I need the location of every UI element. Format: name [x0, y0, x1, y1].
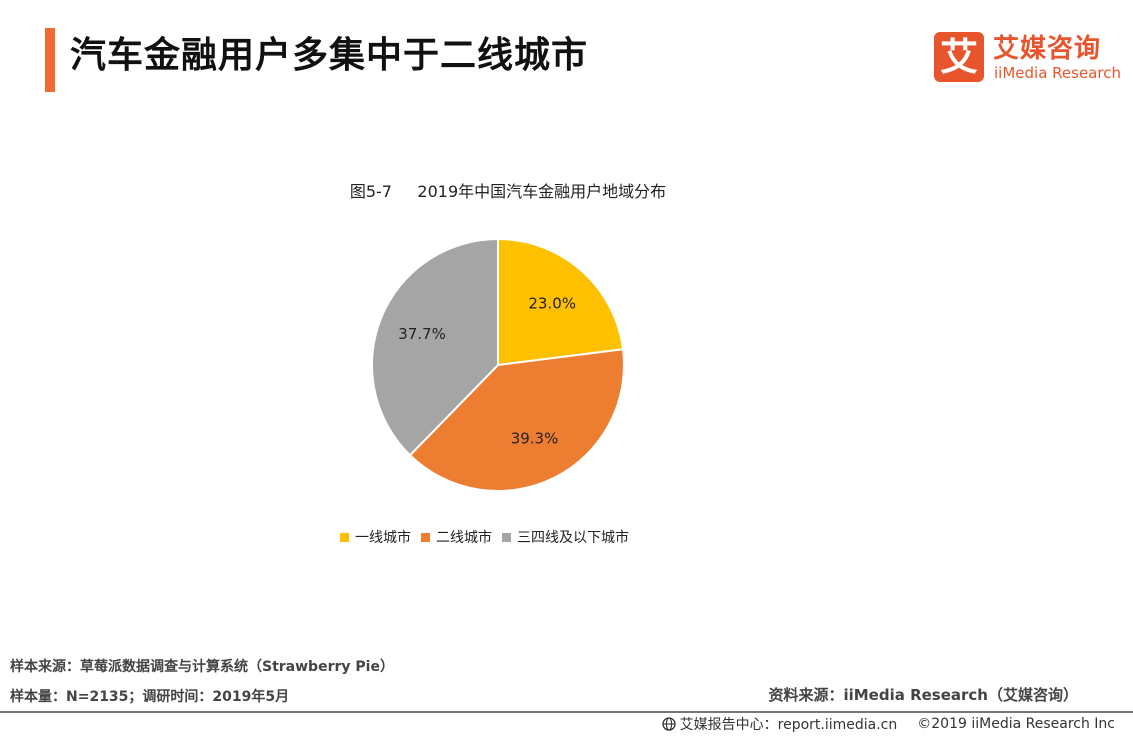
logo-name-cn: 艾媒咨询 — [993, 34, 1102, 64]
title-accent-bar — [45, 28, 55, 92]
legend-item-1: 一线城市 — [340, 527, 411, 547]
globe-icon — [661, 717, 676, 731]
copyright: ©2019 iiMedia Research Inc — [917, 716, 1115, 732]
sample-size: 样本量：N=2135；调研时间：2019年5月 — [10, 689, 290, 705]
footer-divider — [0, 711, 1133, 713]
logo-glyph: 艾 — [934, 32, 984, 82]
page-title: 汽车金融用户多集中于二线城市 — [70, 35, 589, 76]
pie-slice-3 — [371, 237, 499, 457]
pie-label-3: 37.7% — [398, 325, 446, 343]
pie-slice-1 — [497, 237, 625, 367]
data-source: 资料来源：iiMedia Research（艾媒咨询） — [768, 686, 1078, 704]
legend-label-1: 一线城市 — [355, 530, 411, 546]
legend-label-3: 三四线及以下城市 — [517, 530, 629, 546]
chart-legend: 一线城市 二线城市 三四线及以下城市 — [340, 527, 629, 547]
sample-source: 样本来源：草莓派数据调查与计算系统（Strawberry Pie） — [10, 659, 394, 675]
brand-logo: 艾 艾媒咨询 iiMedia Research — [934, 32, 1124, 86]
chart-title: 图5-7 2019年中国汽车金融用户地域分布 — [349, 182, 667, 201]
pie-label-2: 39.3% — [511, 429, 559, 447]
legend-label-2: 二线城市 — [436, 530, 492, 546]
pie-label-1: 23.0% — [528, 294, 576, 312]
pie-slice-2 — [408, 348, 625, 492]
legend-swatch-3 — [502, 532, 511, 542]
report-center-link[interactable]: 艾媒报告中心：report.iimedia.cn — [679, 717, 898, 733]
legend-swatch-2 — [421, 532, 430, 542]
legend-item-3: 三四线及以下城市 — [502, 527, 629, 547]
logo-name-en: iiMedia Research — [994, 64, 1121, 82]
legend-item-2: 二线城市 — [421, 527, 492, 547]
footer: 艾媒报告中心：report.iimedia.cn ©2019 iiMedia R… — [661, 714, 1115, 734]
legend-swatch-1 — [340, 532, 349, 542]
